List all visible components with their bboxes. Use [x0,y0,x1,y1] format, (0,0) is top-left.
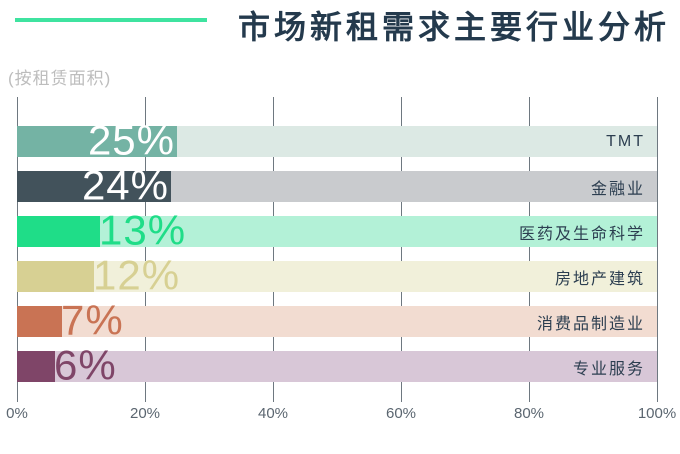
bar-value-label: 25% [87,116,175,164]
plot-area: 0% 20% 40% 60% 80% 100% 25% TMT 24% 金融业 13% 医药及生命科学… [6,97,676,422]
chart-title: 市场新租需求主要行业分析 [237,9,670,45]
axis-tick-label: 60% [385,405,417,422]
bar-fill [17,216,100,247]
bar-track [17,351,657,382]
bar-row: 13% 医药及生命科学 [17,209,657,251]
bar-value-label: 6% [54,341,117,389]
bar-value-label: 7% [61,296,124,344]
bar-row: 12% 房地产建筑 [17,254,657,296]
bar-category-label: 医药及生命科学 [518,225,645,243]
axis-tick [273,392,274,402]
bar-fill [17,171,171,202]
bar-track [17,306,657,337]
bar-value-label: 24% [81,161,169,209]
axis-tick-label: 40% [257,405,289,422]
axis-tick [401,392,402,402]
gridline [657,97,658,392]
bar-category-label: TMT [606,132,645,150]
bar-category-label: 专业服务 [572,360,645,378]
axis-tick-label: 0% [6,405,28,422]
title-accent-line [15,18,207,22]
bar-row: 25% TMT [17,119,657,161]
bar-fill [17,306,62,337]
axis-tick [17,392,18,402]
bar-track [17,261,657,292]
bar-fill [17,261,94,292]
bar-value-label: 13% [99,206,187,254]
bar-category-label: 消费品制造业 [536,315,645,333]
axis-tick [529,392,530,402]
bar-row: 7% 消费品制造业 [17,299,657,341]
bar-fill [17,126,177,157]
chart-subtitle: (按租赁面积) [8,69,112,88]
bar-category-label: 金融业 [590,180,645,198]
axis-tick [657,392,658,402]
bar-row: 24% 金融业 [17,164,657,206]
bar-fill [17,351,55,382]
bar-value-label: 12% [93,251,181,299]
axis-tick-label: 100% [637,405,677,422]
axis-tick [145,392,146,402]
bar-row: 6% 专业服务 [17,344,657,386]
bar-track [17,216,657,247]
axis-tick-label: 20% [129,405,161,422]
axis-tick-label: 80% [513,405,545,422]
bar-category-label: 房地产建筑 [554,270,645,288]
